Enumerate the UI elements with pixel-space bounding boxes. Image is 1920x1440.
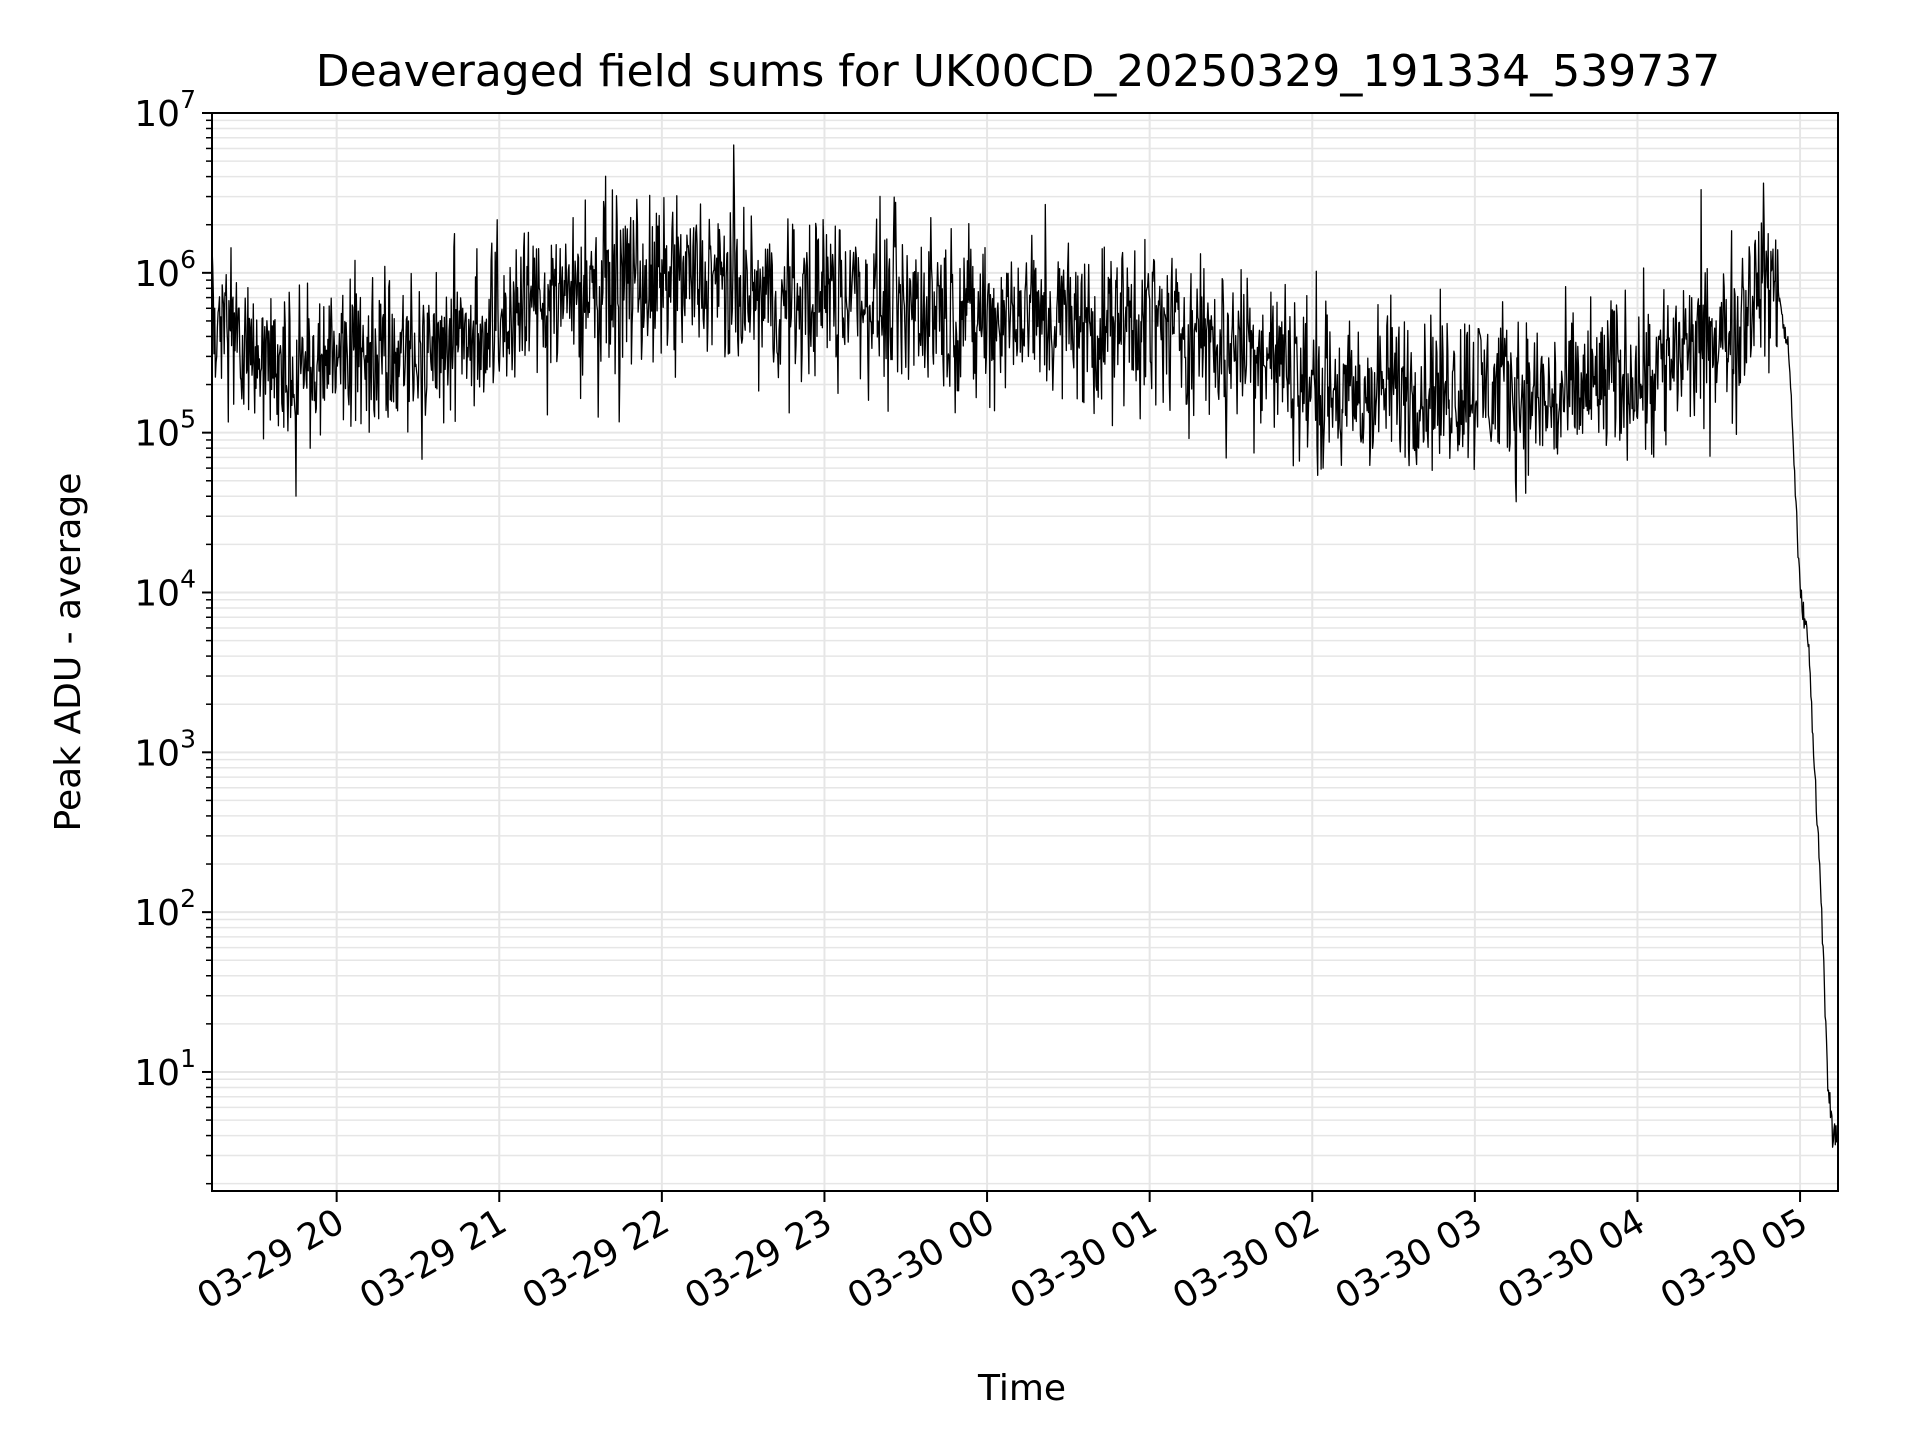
y-tick-label: 107 <box>134 85 196 135</box>
series-line <box>211 144 1839 1148</box>
plot-frame <box>211 112 1839 1192</box>
y-tick-label: 105 <box>134 405 196 455</box>
y-tick-label: 102 <box>134 884 196 934</box>
grid-minor <box>212 119 1838 1185</box>
y-tick-label: 103 <box>134 724 196 774</box>
x-axis-label: Time <box>977 1368 1066 1409</box>
y-tick-label: 106 <box>134 245 196 295</box>
y-axis-label: Peak ADU - average <box>48 473 89 832</box>
y-tick-label: 104 <box>134 564 196 614</box>
y-ticks: 101 102 103 104 105 106 107 <box>134 85 212 1185</box>
y-tick-label: 101 <box>134 1044 196 1094</box>
chart-title: Deaveraged field sums for UK00CD_2025032… <box>316 46 1721 97</box>
